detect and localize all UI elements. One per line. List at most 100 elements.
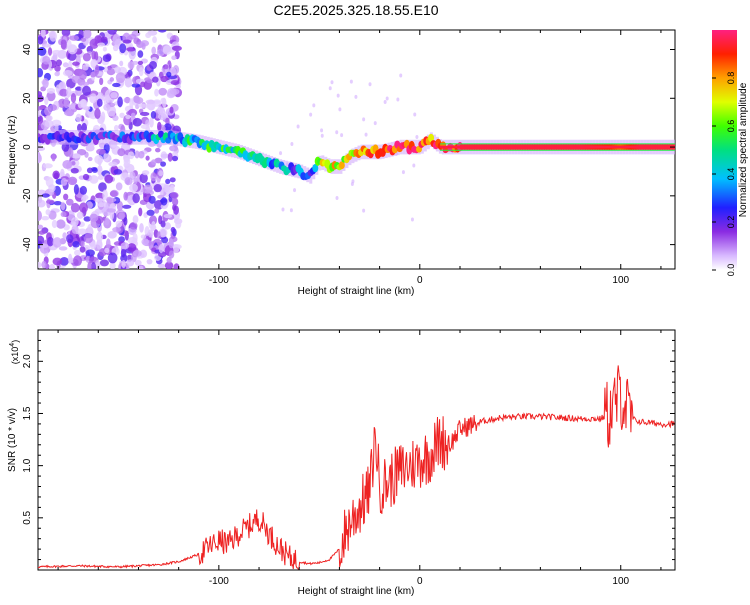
- spectrogram-noise-cell: [132, 215, 139, 224]
- spectrogram-noise-cell: [160, 197, 168, 206]
- spectrogram-noise-cell: [146, 258, 153, 265]
- spectrogram-noise-cell: [85, 144, 95, 152]
- spectrogram-noise-cell: [137, 60, 144, 65]
- spectrogram-noise-cell: [125, 114, 131, 120]
- spectrogram-noise-cell: [172, 204, 177, 211]
- spectrogram-noise-cell: [49, 263, 56, 269]
- spectrogram-noise-cell: [109, 190, 118, 197]
- spectrogram-noise-cell: [44, 96, 49, 106]
- spectrogram-noise-cell: [132, 249, 142, 257]
- spectrogram-noise-cell: [130, 112, 136, 119]
- spectrogram-noise-cell: [133, 176, 138, 185]
- spectrogram-noise-cell: [38, 210, 43, 222]
- spectrogram-noise-cell: [83, 216, 92, 222]
- spectrogram-noise-cell: [134, 259, 142, 266]
- spectrogram-ytick-label: -40: [22, 237, 33, 252]
- snr-scale-base: (x10: [10, 347, 20, 365]
- spectrogram-noise-cell: [62, 70, 73, 77]
- spectrogram-noise-cell: [66, 234, 74, 244]
- spectrogram-ridge-cell: [338, 161, 345, 170]
- spectrogram-noise-cell: [112, 226, 122, 233]
- spectrogram-noise-cell: [42, 55, 51, 65]
- spectrogram-noise-cell: [63, 97, 70, 109]
- spectrogram-noise-cell: [157, 263, 166, 269]
- spectrogram-noise-cell: [152, 36, 157, 44]
- spectrogram-noise-cell: [362, 208, 366, 213]
- spectrogram-noise-cell: [75, 86, 83, 91]
- spectrogram-noise-cell: [62, 159, 73, 169]
- snr-axes: -100 0 100 0.5 1.0 1.5 2.0: [22, 330, 675, 587]
- spectrogram-noise-cell: [168, 238, 174, 249]
- spectrogram-noise-cell: [146, 79, 155, 84]
- spectrogram-noise-cell: [97, 42, 105, 47]
- spectrogram-noise-cell: [328, 86, 332, 91]
- spectrogram-noise-cell: [77, 123, 83, 132]
- spectrogram-noise-cell: [132, 193, 140, 204]
- spectrogram-noise-cell: [151, 46, 157, 55]
- spectrogram-noise-cell: [80, 240, 85, 247]
- spectrogram-noise-cell: [46, 236, 54, 247]
- spectrogram-noise-cell: [82, 85, 91, 96]
- spectrogram-noise-cell: [131, 83, 141, 88]
- spectrogram-noise-cell: [38, 235, 45, 246]
- spectrogram-noise-cell: [73, 255, 83, 267]
- spectrogram-noise-cell: [84, 233, 93, 244]
- spectrogram-noise-cell: [91, 50, 97, 61]
- spectrogram-noise-cell: [134, 150, 140, 159]
- spectrogram-noise-cell: [158, 87, 168, 96]
- spectrogram-noise-cell: [112, 44, 119, 52]
- spectrogram-noise-cell: [289, 208, 293, 213]
- spectrogram-noise-cell: [79, 70, 87, 81]
- spectrogram-noise-cell: [160, 220, 166, 228]
- spectrogram-noise-cell: [335, 130, 339, 135]
- spectrogram-noise-cell: [170, 80, 180, 86]
- spectrogram-noise-cell: [94, 197, 104, 203]
- spectrogram-noise-cell: [129, 222, 138, 230]
- spectrogram-noise-cell: [89, 213, 99, 223]
- spectrogram-noise-cell: [60, 178, 68, 186]
- spectrogram-ridge-cell: [428, 133, 435, 143]
- spectrogram-noise-cell: [127, 243, 137, 252]
- spectrogram-noise-cell: [140, 124, 150, 130]
- spectrogram-noise-cell: [101, 95, 107, 101]
- spectrogram-noise-cell: [61, 142, 70, 152]
- spectrogram-noise-cell: [153, 184, 162, 193]
- spectrogram-noise-cell: [83, 30, 92, 39]
- colorbar-tick-label: 0.6: [726, 120, 736, 133]
- spectrogram-noise-cell: [154, 208, 160, 214]
- spectrogram-noise-cell: [141, 170, 150, 176]
- colorbar-gradient: [712, 30, 737, 270]
- spectrogram-noise-cell: [89, 241, 97, 250]
- spectrogram-noise-cell: [104, 217, 110, 226]
- spectrogram-noise-cell: [128, 48, 136, 60]
- spectrogram-axes: -100 0 100 -40 -20 0 20 40: [22, 30, 675, 286]
- spectrogram-noise-cell: [112, 34, 121, 46]
- spectrogram-noise-cell: [40, 30, 46, 38]
- spectrogram-noise-cell: [336, 93, 340, 98]
- spectrogram-noise-cell: [59, 88, 69, 97]
- spectrogram-noise-cell: [399, 73, 403, 78]
- spectrogram-noise-cell: [102, 189, 108, 201]
- snr-scale-close: ): [10, 340, 20, 343]
- spectrogram-noise-cell: [383, 100, 387, 105]
- spectrogram-noise-cell: [90, 262, 97, 269]
- spectrogram-noise-cell: [95, 64, 100, 75]
- spectrogram-noise-cell: [49, 30, 57, 42]
- spectrogram-noise-cell: [38, 224, 44, 230]
- spectrogram-noise-cell: [51, 119, 62, 127]
- spectrogram-noise-cell: [114, 66, 122, 74]
- spectrogram-noise-cell: [123, 157, 131, 167]
- spectrogram-noise-cell: [103, 151, 110, 162]
- spectrogram-noise-cell: [139, 249, 148, 258]
- spectrogram-noise-cell: [154, 88, 159, 97]
- spectrogram-noise-cell: [373, 121, 377, 126]
- spectrogram-noise-cell: [38, 146, 46, 152]
- spectrogram-noise-cell: [89, 93, 98, 104]
- spectrogram-xlabel: Height of straight line (km): [298, 286, 415, 297]
- snr-ytick-label: 2.0: [22, 354, 33, 368]
- spectrogram-noise-cell: [368, 82, 372, 87]
- spectrogram-noise-cell: [320, 133, 324, 138]
- snr-xlabel: Height of straight line (km): [298, 586, 415, 597]
- spectrogram-noise-cell: [150, 172, 157, 182]
- spectrogram-noise-cell: [106, 68, 116, 76]
